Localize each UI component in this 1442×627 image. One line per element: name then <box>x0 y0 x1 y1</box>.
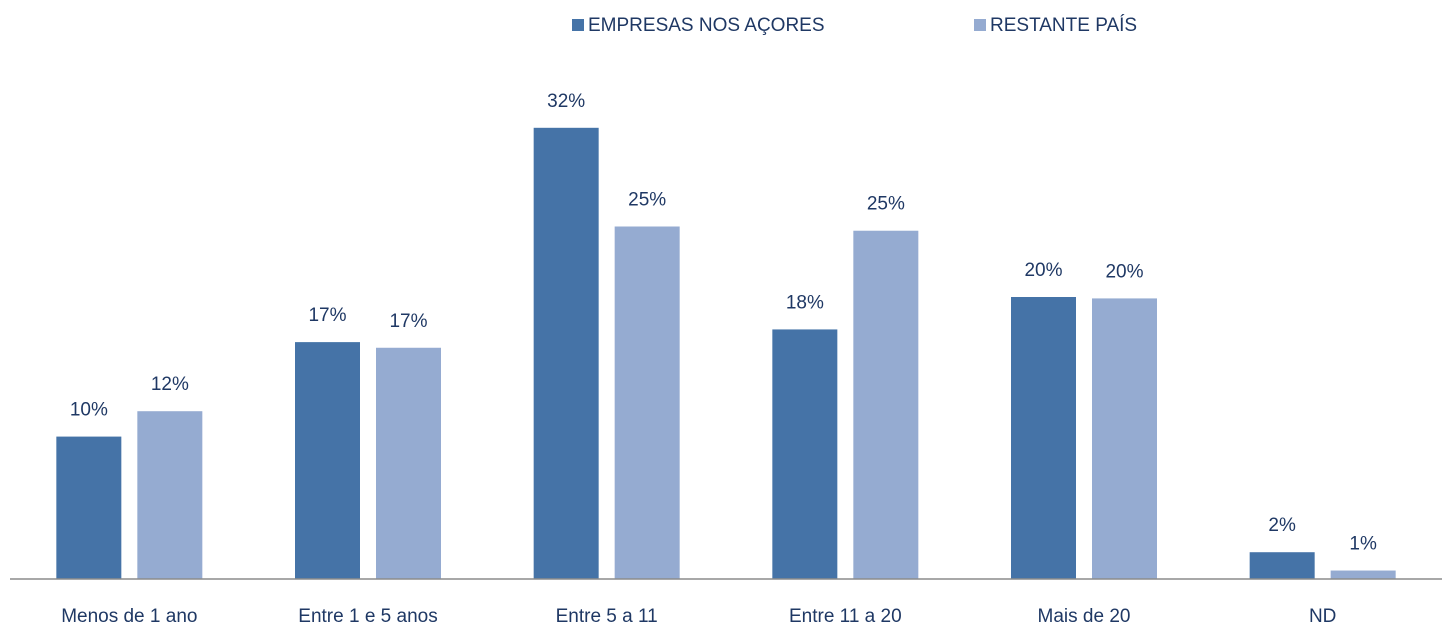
data-label: 2% <box>1268 515 1296 536</box>
bar <box>853 230 919 580</box>
data-label: 18% <box>786 292 824 313</box>
data-label: 32% <box>547 91 585 112</box>
data-label: 17% <box>389 311 427 332</box>
bar <box>533 127 599 580</box>
x-tick-label: Entre 1 e 5 anos <box>298 606 437 627</box>
legend-swatch <box>572 19 584 31</box>
bar <box>1249 552 1315 579</box>
x-tick-label: Entre 5 a 11 <box>556 606 658 627</box>
bar <box>56 436 122 579</box>
bar <box>376 347 441 579</box>
bar <box>1330 570 1396 579</box>
x-tick-label: Mais de 20 <box>1038 606 1131 627</box>
bar <box>295 342 360 579</box>
data-label: 10% <box>70 400 108 421</box>
data-label: 20% <box>1105 261 1143 282</box>
legend-label: RESTANTE PAÍS <box>990 15 1137 36</box>
data-label: 25% <box>867 194 905 215</box>
bar <box>772 329 838 579</box>
bar <box>1011 297 1076 579</box>
data-label: 17% <box>308 305 346 326</box>
legend-swatch <box>974 19 986 31</box>
bar <box>137 411 203 579</box>
data-label: 12% <box>151 374 189 395</box>
bar <box>1092 298 1157 579</box>
data-label: 25% <box>628 190 666 211</box>
x-tick-label: ND <box>1309 606 1336 627</box>
data-label: 1% <box>1349 534 1377 555</box>
x-tick-label: Entre 11 a 20 <box>789 606 902 627</box>
data-label: 20% <box>1024 260 1062 281</box>
x-tick-label: Menos de 1 ano <box>61 606 197 627</box>
legend-label: EMPRESAS NOS AÇORES <box>588 15 825 36</box>
bar <box>614 226 680 579</box>
